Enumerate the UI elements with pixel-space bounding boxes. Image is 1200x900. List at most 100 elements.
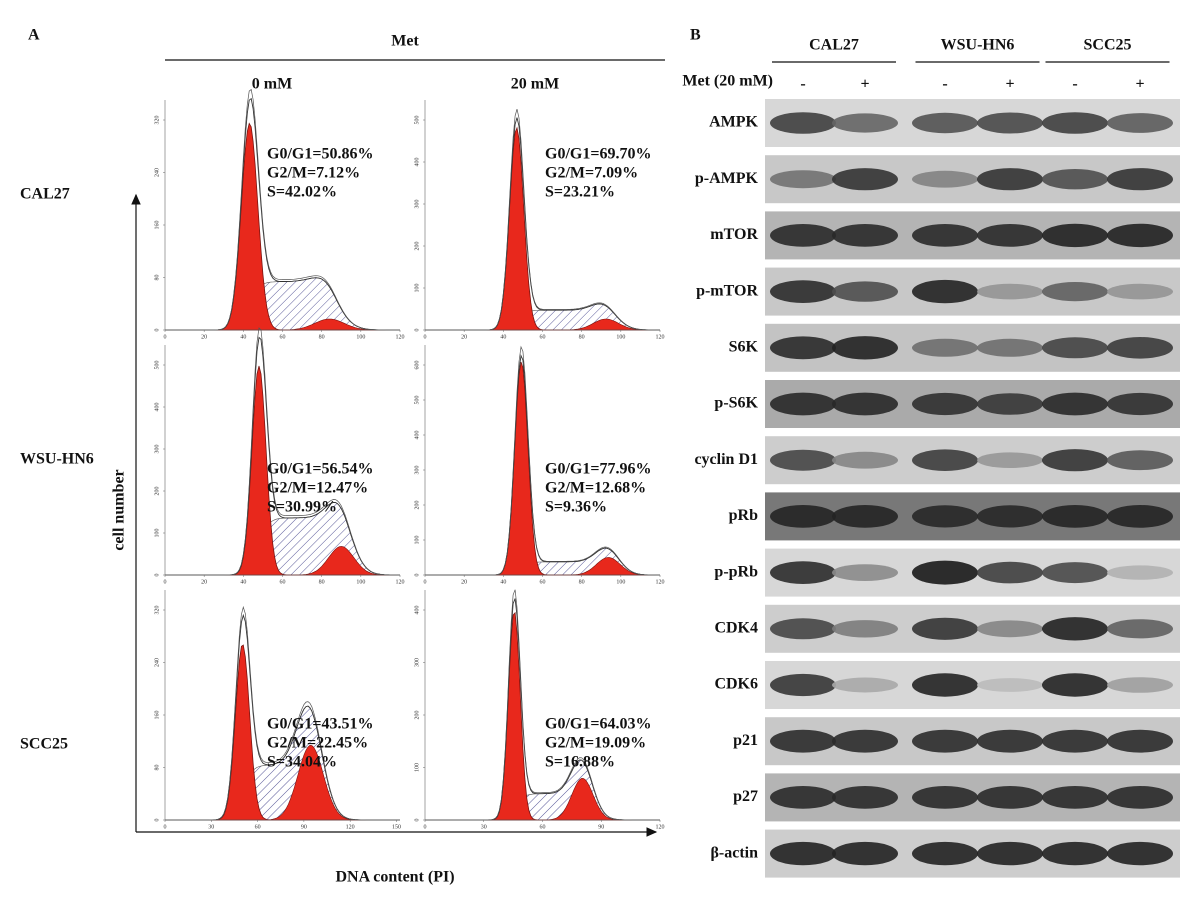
band [1042,617,1108,641]
band [1107,392,1173,416]
blot-row [765,99,1180,147]
blot-row [765,661,1180,709]
band [832,729,898,753]
band [1107,786,1173,809]
protein-label: CDK4 [714,619,758,636]
band [770,392,836,416]
histogram: 0 20 40 60 80 100 1200100200300400500G0/G1=56.… [154,327,405,585]
blot-row [765,604,1180,653]
y-tick-label: 0 [154,329,160,332]
band [912,729,978,753]
lane-sign: + [1005,76,1014,93]
blot-row [765,829,1180,878]
band [1107,168,1173,191]
fit-curve [425,598,660,821]
cell-cycle-stat: G2/M=7.09% [545,165,638,182]
group-label: SCC25 [1083,37,1131,54]
protein-label: pRb [729,507,758,524]
y-tick-label: 320 [154,116,160,125]
band [832,281,898,302]
raw-curve [425,589,660,821]
s-phase [425,759,660,821]
y-tick-label: 200 [154,487,160,496]
x-tick-label: 30 [208,824,214,830]
x-tick-label: 20 [461,334,467,340]
band [1107,113,1173,133]
band [1042,673,1108,697]
x-tick-label: 0 [164,579,167,585]
y-tick-label: 0 [154,819,160,822]
band [770,561,836,584]
x-tick-label: 60 [540,579,546,585]
y-tick-label: 0 [154,574,160,577]
band [770,505,836,528]
y-axis-title: cell number [111,469,128,550]
cell-cycle-stat: G0/G1=56.54% [267,461,373,478]
band [770,673,836,697]
band [1107,729,1173,753]
band [912,617,978,640]
band [977,224,1043,247]
band [832,168,898,191]
histogram: 0 20 40 60 80 100 120 0 100 200 300 400 500 600 G0/G1=… [414,345,665,585]
x-tick-label: 0 [164,334,167,340]
y-tick-label: 160 [154,711,160,720]
y-tick-label: 300 [414,466,420,475]
band [1042,562,1108,584]
protein-label: S6K [729,338,759,355]
protein-label: CDK6 [714,676,758,693]
band [912,279,978,304]
protein-label: β-actin [710,844,758,861]
y-tick-label: 400 [414,431,420,440]
band [832,841,898,866]
band [912,560,978,585]
cell-cycle-stat: G0/G1=43.51% [267,716,373,733]
x-tick-label: 90 [598,824,604,830]
x-tick-label: 40 [240,579,246,585]
band [1107,223,1173,248]
y-tick-label: 200 [414,711,420,720]
protein-label: AMPK [709,114,758,131]
blot-row [765,492,1180,541]
band [1107,450,1173,471]
band [912,170,978,188]
blot-row [765,717,1180,766]
cell-cycle-stat: S=34.04% [267,754,337,771]
cell-cycle-stat: S=16.88% [545,754,615,771]
row-label: SCC25 [20,736,68,753]
band [912,112,978,134]
x-tick-label: 80 [319,334,325,340]
x-tick-label: 100 [356,579,365,585]
band [1042,169,1108,190]
band [1107,505,1173,528]
cell-cycle-stat: G2/M=12.68% [545,480,646,497]
y-tick-label: 0 [414,329,420,332]
band [1042,337,1108,359]
x-tick-label: 80 [319,579,325,585]
y-tick-label: 400 [154,403,160,412]
cell-cycle-stat: G0/G1=64.03% [545,716,651,733]
blot-row [765,436,1180,485]
band [832,336,898,360]
row-label: WSU-HN6 [20,451,94,468]
x-tick-label: 20 [461,579,467,585]
y-tick-label: 100 [414,536,420,545]
band [1042,505,1108,528]
x-tick-label: 60 [255,824,261,830]
x-tick-label: 120 [656,334,665,340]
y-tick-label: 0 [414,819,420,822]
y-tick-label: 400 [414,606,420,615]
y-tick-label: 0 [414,574,420,577]
band [832,505,898,528]
histogram: 0 30 60 90 120 150 0 80 160 240 320 G0/G1=43.51% G2/… [154,590,401,830]
x-tick-label: 30 [481,824,487,830]
band [770,280,836,303]
band [977,452,1043,469]
cell-cycle-stat: G2/M=19.09% [545,735,646,752]
x-axis-title: DNA content (PI) [335,869,454,886]
y-tick-label: 500 [154,361,160,370]
band [770,336,836,360]
y-tick-label: 300 [414,200,420,209]
x-tick-label: 0 [424,824,427,830]
band [977,112,1043,134]
